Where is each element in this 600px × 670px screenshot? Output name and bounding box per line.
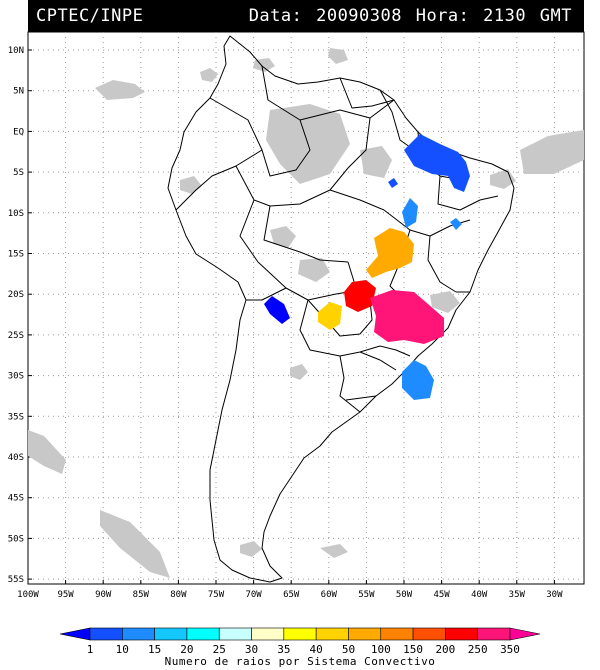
colorbar-segment [251, 627, 285, 641]
colorbar-segment [186, 627, 220, 641]
colorbar-segment [348, 627, 382, 641]
convective-systems [264, 134, 470, 400]
colorbar-label: 250 [467, 643, 488, 656]
lon-label: 35W [509, 590, 526, 600]
lon-label: 75W [208, 590, 225, 600]
latitude-labels: 10N 5N EQ 5S 10S 15S 20S 25S 30S 35S 40S 45S 50S 55S [8, 46, 24, 585]
colorbar-segment [89, 627, 123, 641]
lon-label: 100W [17, 590, 39, 600]
colorbar-segment [283, 627, 317, 641]
colorbar-label: 35 [277, 643, 291, 656]
lon-label: 95W [57, 590, 74, 600]
system-paraguay [318, 302, 342, 330]
lat-label: 35S [8, 412, 24, 422]
system-sao-paulo [370, 290, 444, 344]
colorbar-segment [154, 627, 188, 641]
lat-label: 55S [8, 575, 24, 585]
colorbar-segment [509, 627, 541, 641]
colorbar-label: 200 [435, 643, 456, 656]
colorbar-segment [412, 627, 446, 641]
lon-label: 45W [433, 590, 450, 600]
system-goias [366, 228, 414, 278]
colorbar-label: 40 [309, 643, 323, 656]
lat-label: 10S [8, 209, 24, 219]
lat-label: 20S [8, 290, 24, 300]
lat-label: 15S [8, 250, 24, 260]
lat-label: 10N [8, 46, 24, 56]
colorbar-labels: 1 10 15 20 25 30 35 40 50 100 150 200 250 350 [0, 643, 600, 657]
lon-label: 30W [546, 590, 563, 600]
lon-label: 55W [358, 590, 375, 600]
colorbar-title: Numero de raios por Sistema Convectivo [164, 655, 436, 668]
colorbar-label: 350 [500, 643, 520, 656]
lon-label: 50W [396, 590, 413, 600]
colorbar-label: 25 [212, 643, 226, 656]
lat-label: 40S [8, 453, 24, 463]
lat-label: EQ [13, 127, 24, 137]
system-ne-brazil [404, 134, 470, 192]
lat-lon-grid [27, 32, 584, 584]
colorbar-label: 30 [244, 643, 259, 656]
colorbar-segment [315, 627, 349, 641]
colorbar-label: 20 [180, 643, 194, 656]
date-time-label: Data: 20090308 Hora: 2130 GMT [248, 6, 572, 26]
colorbar [59, 627, 541, 641]
colorbar-segment [380, 627, 414, 641]
longitude-labels: 100W 95W 90W 85W 80W 75W 70W 65W 60W 55W 50W 45W 40W… [17, 590, 563, 600]
colorbar-segment [445, 627, 478, 641]
lon-label: 65W [283, 590, 300, 600]
colorbar-label: 15 [147, 643, 162, 656]
lon-label: 85W [133, 590, 150, 600]
lon-label: 60W [321, 590, 338, 600]
colorbar-segment [122, 627, 155, 641]
lat-label: 45S [8, 494, 24, 504]
colorbar-label: 150 [403, 643, 423, 656]
system-north-argentina [264, 296, 290, 324]
lon-label: 70W [245, 590, 262, 600]
lon-label: 40W [471, 590, 488, 600]
colorbar-label: 100 [370, 643, 391, 656]
colorbar-segment [218, 627, 252, 641]
system-mato-grosso-do-sul [344, 280, 376, 312]
lat-label: 30S [8, 372, 24, 382]
colorbar-label: 50 [341, 643, 356, 656]
map-header: CPTEC/INPE Data: 20090308 Hora: 2130 GMT [28, 0, 584, 32]
lat-label: 5N [13, 87, 24, 97]
source-label: CPTEC/INPE [36, 6, 144, 26]
colorbar-label: 10 [115, 643, 129, 656]
system-central-west [402, 198, 418, 228]
lat-label: 5S [13, 168, 24, 178]
system-south-brazil [402, 360, 434, 400]
lat-label: 25S [8, 331, 24, 341]
colorbar-label: 1 [86, 643, 94, 656]
lat-label: 50S [8, 534, 24, 544]
colorbar-segment [477, 627, 511, 641]
lon-label: 90W [95, 590, 112, 600]
colorbar-segment [59, 627, 91, 641]
lon-label: 80W [170, 590, 187, 600]
